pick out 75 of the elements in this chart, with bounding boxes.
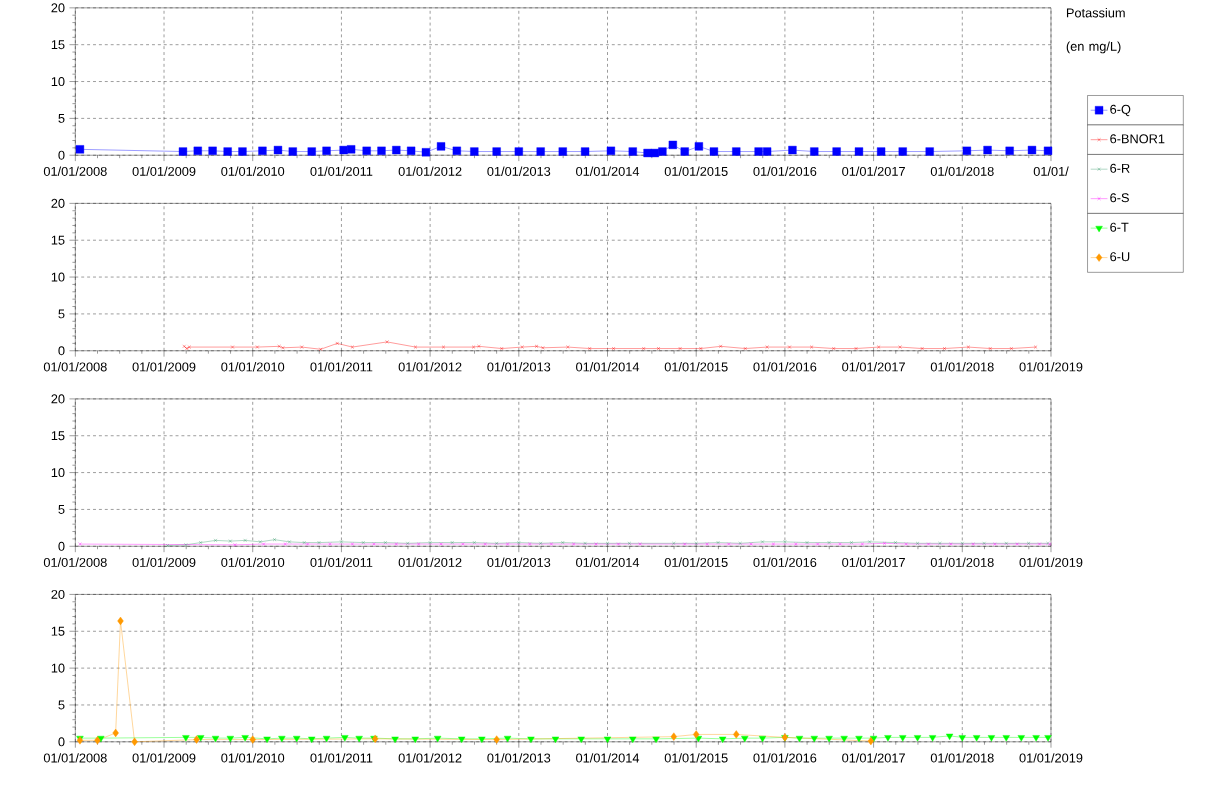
x-tick-label: 01/01/2016: [753, 557, 817, 567]
x-tick-label: 01/01/2010: [221, 362, 285, 372]
x-tick-label: 01/01/2011: [310, 753, 373, 763]
x-tick-label: 01/01/2009: [132, 557, 196, 567]
x-tick-label: 01/01/2011: [310, 557, 373, 567]
x-tick-label: 01/01/2015: [664, 753, 728, 763]
legend-label: 6-T: [1110, 222, 1129, 232]
legend-label: 6-BNOR1: [1110, 134, 1165, 144]
y-tick-label: 20: [51, 3, 65, 13]
text: Potassium (en mg/L): [1066, 8, 1125, 54]
x-tick-label: 01/01/2017: [842, 362, 905, 372]
y-tick-label: 20: [51, 198, 65, 208]
x-tick-label: 01/01/2012: [398, 166, 462, 176]
x-tick-label: 01/01/2013: [487, 557, 551, 567]
x-tick-label: 01/01/: [1033, 166, 1069, 176]
x-tick-label: 01/01/2013: [487, 166, 551, 176]
x-tick-label: 01/01/2017: [842, 753, 905, 763]
y-tick-label: 15: [51, 235, 65, 245]
x-tick-label: 01/01/2016: [753, 166, 817, 176]
x-tick-label: 01/01/2018: [930, 557, 994, 567]
x-tick-label: 01/01/2013: [487, 753, 551, 763]
x-tick-label: 01/01/2011: [310, 166, 373, 176]
x-tick-label: 01/01/2014: [576, 362, 640, 372]
y-tick-label: 0: [58, 346, 65, 356]
x-tick-label: 01/01/2019: [1019, 557, 1083, 567]
y-tick-label: 5: [58, 700, 65, 710]
x-tick-label: 01/01/2018: [930, 753, 994, 763]
legend-label: 6-S: [1110, 193, 1129, 203]
x-tick-label: 01/01/2015: [664, 362, 728, 372]
y-tick-label: 10: [51, 77, 65, 87]
legend-label: 6-Q: [1110, 104, 1131, 117]
y-tick-label: 5: [58, 309, 65, 319]
y-tick-label: 20: [51, 589, 65, 599]
x-tick-label: 01/01/2008: [43, 166, 107, 176]
y-tick-label: 15: [51, 626, 65, 636]
y-tick-label: 0: [58, 737, 65, 747]
y-tick-label: 10: [51, 663, 65, 673]
x-tick-label: 01/01/2012: [398, 753, 462, 763]
x-tick-label: 01/01/2016: [753, 362, 817, 372]
x-tick-label: 01/01/2018: [930, 362, 994, 372]
y-tick-label: 20: [51, 394, 65, 404]
x-tick-label: 01/01/2017: [842, 557, 905, 567]
x-tick-label: 01/01/2012: [398, 362, 462, 372]
x-tick-label: 01/01/2009: [132, 362, 196, 372]
y-tick-label: 5: [58, 113, 65, 123]
legend-label: 6-U: [1110, 252, 1130, 262]
x-tick-label: 01/01/2008: [43, 362, 107, 372]
x-tick-label: 01/01/2019: [1019, 362, 1083, 372]
x-tick-label: 01/01/2010: [221, 557, 285, 567]
x-tick-label: 01/01/2010: [221, 753, 285, 763]
x-tick-label: 01/01/2015: [664, 557, 728, 567]
y-tick-label: 0: [58, 150, 65, 160]
x-tick-label: 01/01/2014: [576, 753, 640, 763]
y-tick-label: 5: [58, 504, 65, 514]
x-tick-label: 01/01/2010: [221, 166, 285, 176]
legend-label: 6-R: [1110, 163, 1130, 173]
x-tick-label: 01/01/2009: [132, 166, 196, 176]
x-tick-label: 01/01/2011: [310, 362, 373, 372]
x-tick-label: 01/01/2014: [576, 166, 640, 176]
x-tick-label: 01/01/2019: [1019, 753, 1083, 763]
x-tick-label: 01/01/2015: [664, 166, 728, 176]
y-tick-label: 15: [51, 431, 65, 441]
x-tick-label: 01/01/2013: [487, 362, 551, 372]
x-tick-label: 01/01/2008: [43, 557, 107, 567]
y-tick-label: 10: [51, 468, 65, 478]
x-tick-label: 01/01/2009: [132, 753, 196, 763]
x-tick-label: 01/01/2012: [398, 557, 462, 567]
x-tick-label: 01/01/2014: [576, 557, 640, 567]
y-tick-label: 0: [58, 541, 65, 551]
y-tick-label: 10: [51, 272, 65, 282]
x-tick-label: 01/01/2018: [930, 166, 994, 176]
x-tick-label: 01/01/2016: [753, 753, 817, 763]
x-tick-label: 01/01/2008: [43, 753, 107, 763]
y-tick-label: 15: [51, 40, 65, 50]
x-tick-label: 01/01/2017: [842, 166, 905, 176]
